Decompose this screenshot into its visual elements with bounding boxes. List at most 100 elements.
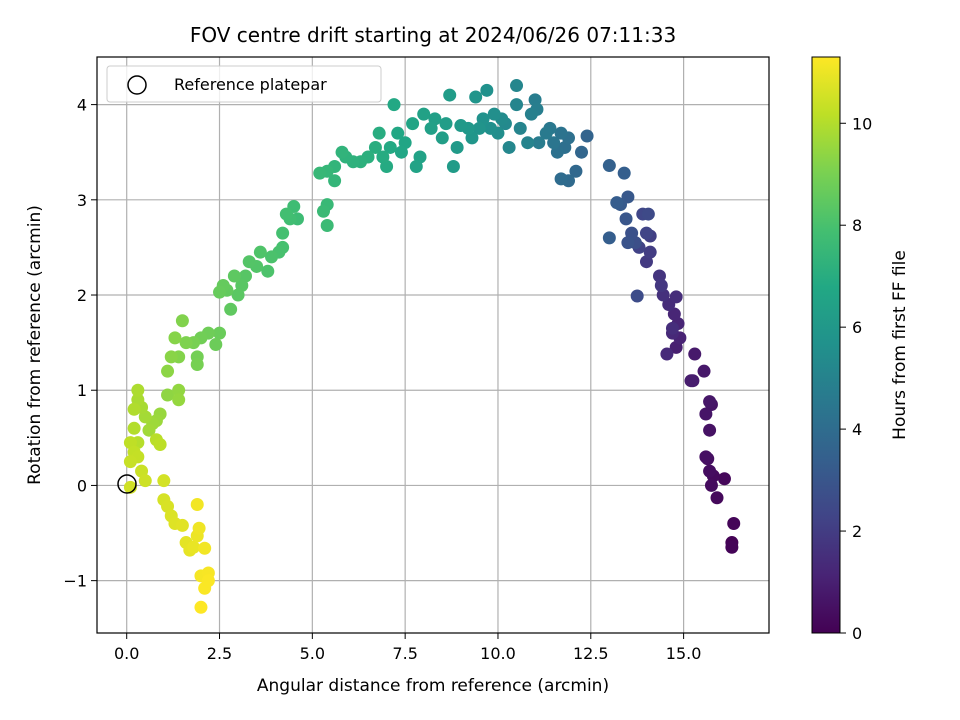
x-tick-label: 10.0	[480, 644, 516, 663]
data-point	[704, 478, 718, 492]
data-point	[439, 117, 453, 131]
data-point	[703, 395, 717, 409]
colorbar-tick-label: 0	[852, 624, 862, 643]
y-tick-label: 0	[77, 476, 87, 495]
x-tick-label: 12.5	[573, 644, 609, 663]
data-point	[510, 98, 524, 112]
x-tick-label: 2.5	[207, 644, 232, 663]
data-point	[198, 541, 212, 555]
data-point	[253, 245, 267, 259]
data-point	[699, 450, 713, 464]
data-point	[639, 226, 653, 240]
data-point	[684, 374, 698, 388]
data-point	[227, 269, 241, 283]
data-point	[621, 236, 635, 250]
x-axis-ticks: 0.0 2.5 5.0 7.5 10.0 12.5 15.0	[114, 633, 701, 663]
data-point	[157, 474, 171, 488]
plot-frame	[96, 56, 770, 634]
data-point	[179, 336, 193, 350]
data-point	[602, 231, 616, 245]
data-point	[276, 226, 290, 240]
data-point	[660, 347, 674, 361]
data-point	[231, 288, 245, 302]
y-axis-label: Rotation from reference (arcmin)	[25, 205, 45, 485]
reference-marker	[117, 474, 137, 494]
y-tick-label: −1	[63, 572, 87, 591]
data-point	[213, 285, 227, 299]
data-point	[394, 145, 408, 159]
data-point	[161, 388, 175, 402]
data-point	[391, 126, 405, 140]
data-point	[619, 212, 633, 226]
data-point	[532, 136, 546, 150]
data-point	[368, 140, 382, 154]
data-point	[469, 90, 483, 104]
data-point	[717, 472, 731, 486]
data-point	[261, 264, 275, 278]
colorbar-gradient	[811, 56, 841, 634]
data-point	[446, 159, 460, 173]
data-point	[703, 464, 717, 478]
data-point	[643, 245, 657, 259]
legend: Reference platepar	[106, 65, 382, 103]
data-point	[610, 196, 624, 210]
data-point	[725, 540, 739, 554]
data-point	[665, 321, 679, 335]
data-point	[502, 140, 516, 154]
data-point	[175, 518, 189, 532]
data-point	[194, 600, 208, 614]
x-axis-label: Angular distance from reference (arcmin)	[257, 676, 609, 696]
x-tick-label: 15.0	[666, 644, 702, 663]
data-point	[242, 255, 256, 269]
legend-marker	[127, 75, 147, 95]
data-point	[406, 117, 420, 131]
data-point	[454, 119, 468, 133]
data-point	[142, 423, 156, 437]
data-point	[164, 350, 178, 364]
data-point	[279, 207, 293, 221]
data-point	[213, 326, 227, 340]
data-point	[172, 383, 186, 397]
data-point	[417, 107, 431, 121]
data-point	[710, 491, 724, 505]
data-point	[617, 166, 631, 180]
data-point	[187, 540, 201, 554]
data-point	[487, 107, 501, 121]
data-point	[688, 347, 702, 361]
data-point	[316, 204, 330, 218]
data-point	[697, 364, 711, 378]
y-tick-label: 1	[77, 381, 87, 400]
colorbar-ticks: 0 2 4 6 8 10	[840, 114, 872, 643]
y-tick-label: 3	[77, 191, 87, 210]
data-point	[602, 159, 616, 173]
data-point	[190, 497, 204, 511]
data-point	[424, 121, 438, 135]
data-point	[123, 455, 137, 469]
data-point	[669, 290, 683, 304]
data-point	[127, 402, 141, 416]
data-point	[641, 207, 655, 221]
data-point	[172, 393, 186, 407]
data-point	[510, 79, 524, 93]
data-point	[524, 107, 538, 121]
colorbar: 0 2 4 6 8 10 Hours from first FF file	[811, 56, 910, 643]
data-point	[372, 126, 386, 140]
y-axis-ticks: −1 0 1 2 3 4	[63, 96, 97, 591]
data-point	[450, 140, 464, 154]
data-point	[224, 302, 238, 316]
data-point	[201, 574, 215, 588]
data-point	[409, 159, 423, 173]
x-tick-label: 7.5	[392, 644, 417, 663]
data-point	[313, 166, 327, 180]
data-point	[667, 307, 681, 321]
data-point	[161, 364, 175, 378]
data-point	[153, 437, 167, 451]
data-point	[513, 121, 527, 135]
legend-box	[106, 65, 382, 103]
data-point	[472, 121, 486, 135]
data-point	[383, 140, 397, 154]
data-point	[335, 145, 349, 159]
y-tick-label: 4	[77, 96, 87, 115]
data-point	[654, 279, 668, 292]
data-point	[480, 83, 494, 97]
